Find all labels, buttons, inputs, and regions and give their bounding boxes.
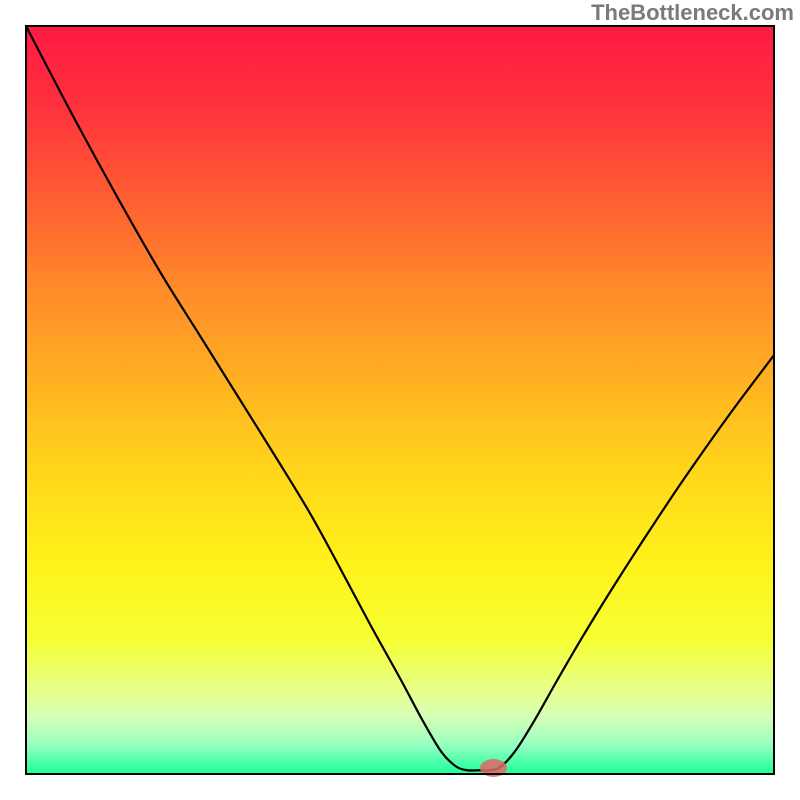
chart-svg bbox=[0, 0, 800, 800]
watermark-text: TheBottleneck.com bbox=[591, 0, 794, 26]
bottleneck-chart: TheBottleneck.com bbox=[0, 0, 800, 800]
gradient-background bbox=[26, 26, 774, 774]
